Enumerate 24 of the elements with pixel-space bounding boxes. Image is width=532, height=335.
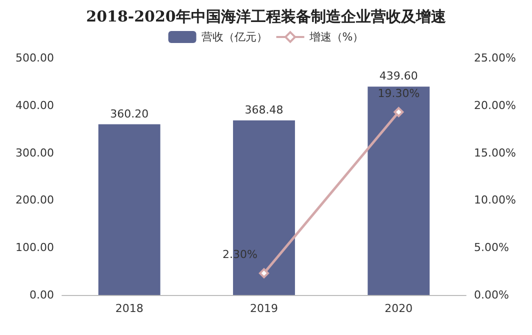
data-label: 439.60 <box>379 70 418 83</box>
y2-tick-label: 25.00% <box>474 52 516 64</box>
y2-tick-label: 20.00% <box>474 98 516 112</box>
bar <box>98 124 160 295</box>
legend-label: 营收（亿元） <box>201 30 268 44</box>
x-tick-label: 2020 <box>384 302 413 315</box>
y-tick-label: 300.00 <box>16 146 54 160</box>
legend-label: 增速（%） <box>308 30 364 44</box>
y2-tick-label: 15.00% <box>474 146 516 160</box>
x-tick-label: 2019 <box>250 302 278 315</box>
y2-tick-label: 0.00% <box>474 288 509 302</box>
bar <box>368 86 430 295</box>
y-tick-label: 500.00 <box>16 52 54 64</box>
data-label: 360.20 <box>110 107 149 120</box>
x-tick-label: 2018 <box>115 302 144 315</box>
y-tick-label: 100.00 <box>16 241 54 254</box>
y-tick-label: 400.00 <box>16 98 54 112</box>
data-label: 368.48 <box>244 103 284 116</box>
y-tick-label: 200.00 <box>16 194 54 207</box>
data-label: 19.30% <box>378 87 420 100</box>
y2-tick-label: 10.00% <box>474 194 516 207</box>
chart-title: 2018-2020年中国海洋工程装备制造企业营收及增速 <box>86 8 447 26</box>
y-tick-label: 0.00 <box>30 288 54 302</box>
y2-tick-label: 5.00% <box>474 241 509 254</box>
